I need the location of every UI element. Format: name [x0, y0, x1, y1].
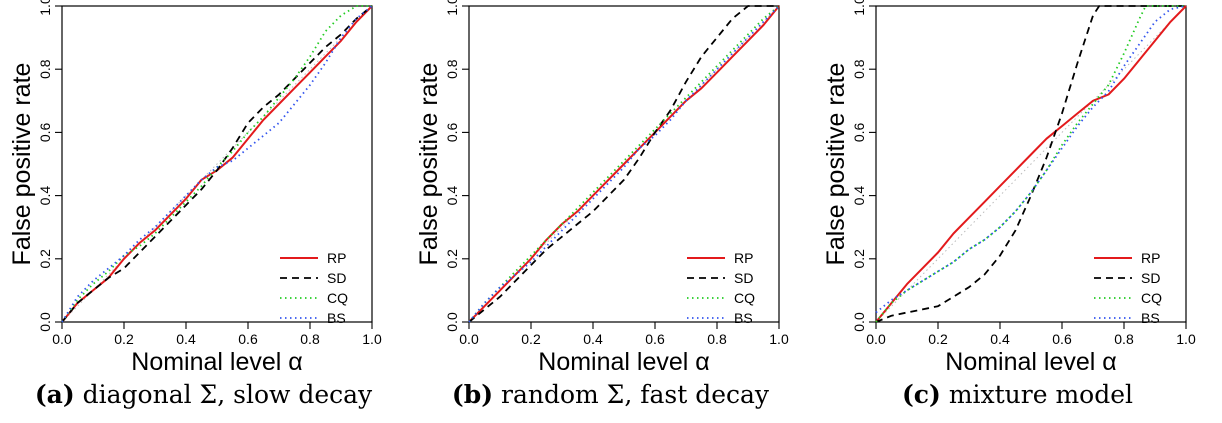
chart0-series-sd [61, 5, 373, 323]
chart0-x-tick-label-4: 0.8 [300, 331, 320, 347]
chart2-legend-label-rp: RP [1141, 250, 1160, 266]
chart1-x-tick-label-0: 0.0 [459, 331, 479, 347]
chart0-reference-line [61, 5, 373, 323]
chart0-x-tick-label-1: 0.2 [114, 331, 134, 347]
chart2-legend-label-bs: BS [1141, 310, 1160, 326]
caption-b: (b) random Σ, fast decay [407, 380, 814, 409]
chart2-x-tick-label-2: 0.4 [990, 331, 1010, 347]
chart2-legend-label-sd: SD [1141, 270, 1160, 286]
chart1-series-cq [468, 5, 780, 323]
chart2-series-sd [875, 5, 1186, 323]
chart1-legend-label-sd: SD [734, 270, 753, 286]
chart0-legend-label-rp: RP [327, 250, 346, 266]
chart0-y-axis-title: False positive rate [8, 63, 36, 266]
chart0-x-tick-label-5: 1.0 [362, 331, 382, 347]
chart2-y-tick-label-1: 0.2 [851, 249, 867, 269]
chart0-y-tick-label-3: 0.6 [37, 122, 53, 142]
chart0-series-bs [61, 5, 373, 323]
chart0-x-tick-label-3: 0.6 [238, 331, 258, 347]
caption-a: (a) diagonal Σ, slow decay [0, 380, 407, 409]
chart0-x-axis-title: Nominal level α [131, 348, 302, 376]
caption-b-text: random Σ, fast decay [501, 380, 770, 409]
chart2-y-tick-label-3: 0.6 [851, 122, 867, 142]
chart2-series-rp [875, 5, 1187, 323]
chart0-y-tick-label-2: 0.4 [37, 186, 53, 206]
chart1-y-tick-label-4: 0.8 [444, 59, 460, 79]
chart2-plot-frame [875, 5, 1187, 323]
chart0-x-tick-label-2: 0.4 [176, 331, 196, 347]
chart2-y-tick-label-4: 0.8 [851, 59, 867, 79]
chart0-y-tick-label-0: 0.0 [37, 312, 53, 332]
chart2-y-tick-label-2: 0.4 [851, 186, 867, 206]
chart2-x-tick-label-0: 0.0 [866, 331, 886, 347]
caption-c: (c) mixture model [814, 380, 1221, 409]
chart2-y-axis-title: False positive rate [822, 63, 850, 266]
chart1-x-tick-label-2: 0.4 [583, 331, 603, 347]
chart2-y-tick-label-5: 1.0 [851, 0, 867, 16]
chart1-y-tick-label-2: 0.4 [444, 186, 460, 206]
chart1-legend-label-cq: CQ [734, 290, 755, 306]
chart-panel-a: 0.0 0.2 0.4 0.6 0.8 1.0 0.0 0.2 0.4 0.6 0.8 1.0 Nomi… [8, 0, 382, 376]
chart2-x-tick-label-4: 0.8 [1114, 331, 1134, 347]
chart1-x-tick-label-1: 0.2 [521, 331, 541, 347]
chart0-x-tick-label-0: 0.0 [52, 331, 72, 347]
caption-c-text: mixture model [948, 380, 1134, 409]
caption-b-tag: (b) [451, 380, 494, 409]
chart0-plot-frame [61, 5, 373, 323]
chart2-y-tick-label-0: 0.0 [851, 312, 867, 332]
caption-c-tag: (c) [901, 380, 941, 409]
chart0-legend-label-sd: SD [327, 270, 346, 286]
chart1-legend-label-rp: RP [734, 250, 753, 266]
chart1-y-tick-label-5: 1.0 [444, 0, 460, 16]
chart0-legend-label-bs: BS [327, 310, 346, 326]
chart1-y-tick-label-0: 0.0 [444, 312, 460, 332]
chart1-y-tick-label-1: 0.2 [444, 249, 460, 269]
chart1-series-sd [468, 5, 779, 323]
chart-panel-c: 0.0 0.2 0.4 0.6 0.8 1.0 0.0 0.2 0.4 0.6 0.8 1.0 Nomi… [822, 0, 1196, 376]
chart2-x-tick-label-5: 1.0 [1176, 331, 1196, 347]
caption-a-text: diagonal Σ, slow decay [82, 380, 373, 409]
chart2-x-tick-label-1: 0.2 [928, 331, 948, 347]
chart1-x-tick-label-5: 1.0 [769, 331, 789, 347]
chart1-x-tick-label-3: 0.6 [645, 331, 665, 347]
chart2-x-axis-title: Nominal level α [945, 348, 1116, 376]
chart1-legend-label-bs: BS [734, 310, 753, 326]
chart1-x-axis-title: Nominal level α [538, 348, 709, 376]
chart1-y-tick-label-3: 0.6 [444, 122, 460, 142]
chart0-legend-label-cq: CQ [327, 290, 348, 306]
chart2-legend-label-cq: CQ [1141, 290, 1162, 306]
caption-a-tag: (a) [34, 380, 75, 409]
chart2-x-tick-label-3: 0.6 [1052, 331, 1072, 347]
chart0-y-tick-label-1: 0.2 [37, 249, 53, 269]
chart0-y-tick-label-4: 0.8 [37, 59, 53, 79]
chart-panel-b: 0.0 0.2 0.4 0.6 0.8 1.0 0.0 0.2 0.4 0.6 0.8 1.0 Nomi… [415, 0, 789, 376]
chart1-x-tick-label-4: 0.8 [707, 331, 727, 347]
chart1-plot-frame [468, 5, 780, 323]
chart1-series-rp [468, 5, 780, 323]
chart0-y-tick-label-5: 1.0 [37, 0, 53, 16]
chart1-y-axis-title: False positive rate [415, 63, 443, 266]
chart2-series-bs [875, 5, 1187, 314]
chart2-reference-line [875, 5, 1187, 323]
